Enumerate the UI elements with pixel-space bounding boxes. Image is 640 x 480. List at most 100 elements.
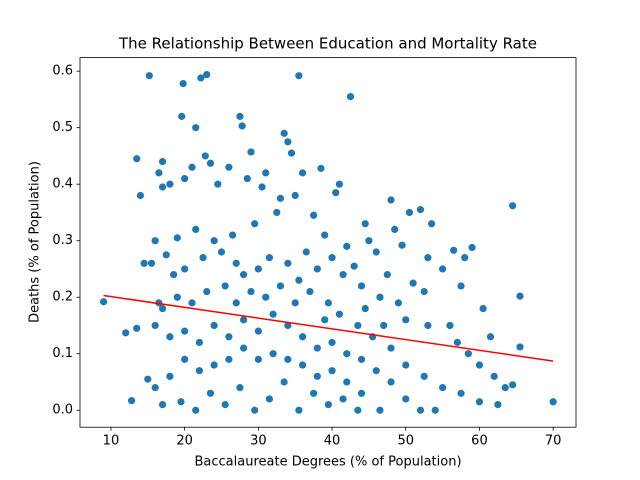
scatter-point [206, 389, 215, 397]
scatter-point [346, 92, 355, 101]
scatter-point [240, 271, 248, 279]
scatter-point [468, 243, 476, 252]
scatter-point [181, 174, 189, 183]
scatter-point [464, 350, 472, 358]
scatter-point [457, 389, 465, 397]
scatter-point [402, 395, 410, 403]
scatter-point [306, 287, 314, 296]
scatter-point [549, 398, 557, 406]
y-tick-label: 0.2 [52, 290, 73, 305]
scatter-point [335, 180, 344, 188]
scatter-point [173, 293, 181, 301]
y-tick-label: 0.0 [52, 403, 73, 418]
scatter-point [427, 220, 436, 228]
scatter-point [273, 208, 281, 217]
scatter-point [298, 361, 307, 369]
scatter-point [328, 367, 336, 375]
scatter-point [232, 259, 240, 267]
scatter-point [479, 304, 487, 313]
scatter-point [321, 231, 329, 239]
scatter-point [240, 344, 248, 352]
scatter-point [240, 316, 248, 324]
scatter-point [178, 112, 186, 120]
scatter-point [420, 372, 428, 380]
x-tick-label: 70 [545, 434, 562, 449]
scatter-point [391, 225, 399, 234]
scatter-point [280, 378, 288, 386]
scatter-point [357, 282, 366, 290]
scatter-point [295, 406, 303, 414]
scatter-point [424, 254, 432, 262]
x-tick-label: 50 [397, 434, 414, 449]
scatter-point [151, 321, 159, 330]
scatter-point [439, 384, 447, 392]
y-tick-label: 0.6 [52, 64, 73, 79]
scatter-point [258, 183, 266, 191]
scatter-point [280, 129, 288, 137]
scatter-point [335, 310, 344, 318]
scatter-point [313, 344, 321, 352]
x-tick-label: 30 [250, 434, 267, 449]
scatter-point [387, 344, 395, 352]
scatter-point [324, 299, 332, 307]
scatter-point [475, 361, 484, 369]
scatter-point [475, 398, 484, 406]
scatter-point [145, 72, 153, 80]
scatter-point [192, 124, 200, 132]
scatter-point [446, 321, 454, 330]
scatter-point [166, 180, 174, 188]
scatter-point [147, 259, 156, 267]
y-axis-label: Deaths (% of Population) [28, 161, 43, 323]
scatter-point [166, 333, 174, 341]
x-tick-label: 10 [103, 434, 120, 449]
scatter-point [133, 324, 141, 332]
scatter-point [328, 254, 336, 262]
scatter-point [357, 355, 366, 363]
scatter-point [287, 149, 296, 157]
scatter-point [247, 148, 255, 156]
scatter-point [188, 299, 196, 307]
scatter-point [516, 292, 524, 300]
scatter-point [284, 138, 292, 146]
scatter-point [269, 310, 277, 318]
scatter-point [210, 321, 218, 330]
scatter-point [339, 395, 347, 403]
scatter-point [262, 293, 270, 301]
y-tick-label: 0.4 [52, 177, 73, 192]
scatter-point [221, 282, 229, 290]
scatter-point [376, 293, 384, 301]
scatter-point [99, 298, 108, 306]
scatter-point [181, 355, 189, 363]
y-tick-label: 0.1 [52, 346, 73, 361]
scatter-point [243, 174, 251, 183]
scatter-point [343, 378, 351, 386]
scatter-point [450, 246, 458, 254]
scatter-point [195, 367, 203, 375]
scatter-point [254, 327, 262, 335]
scatter-point [516, 343, 524, 351]
scatter-point [372, 367, 380, 375]
scatter-point [276, 282, 285, 290]
scatter-point [210, 361, 218, 369]
scatter-point [357, 389, 366, 397]
scatter-point [383, 271, 391, 279]
scatter-point [265, 254, 274, 262]
scatter-point [197, 74, 205, 82]
scatter-point [151, 237, 159, 245]
scatter-point [317, 164, 325, 172]
scatter-point [361, 220, 369, 228]
scatter-point [236, 384, 244, 392]
scatter-point [195, 338, 203, 347]
scatter-point [158, 304, 167, 313]
scatter-point [328, 338, 336, 347]
x-axis-label: Baccalaureate Degrees (% of Population) [194, 455, 461, 470]
scatter-point [225, 163, 233, 171]
scatter-point [302, 248, 310, 256]
scatter-point [402, 361, 410, 369]
scatter-point [365, 237, 373, 245]
scatter-point [228, 231, 237, 239]
scatter-point [265, 395, 274, 403]
scatter-point [424, 321, 432, 330]
scatter-point [295, 276, 303, 284]
